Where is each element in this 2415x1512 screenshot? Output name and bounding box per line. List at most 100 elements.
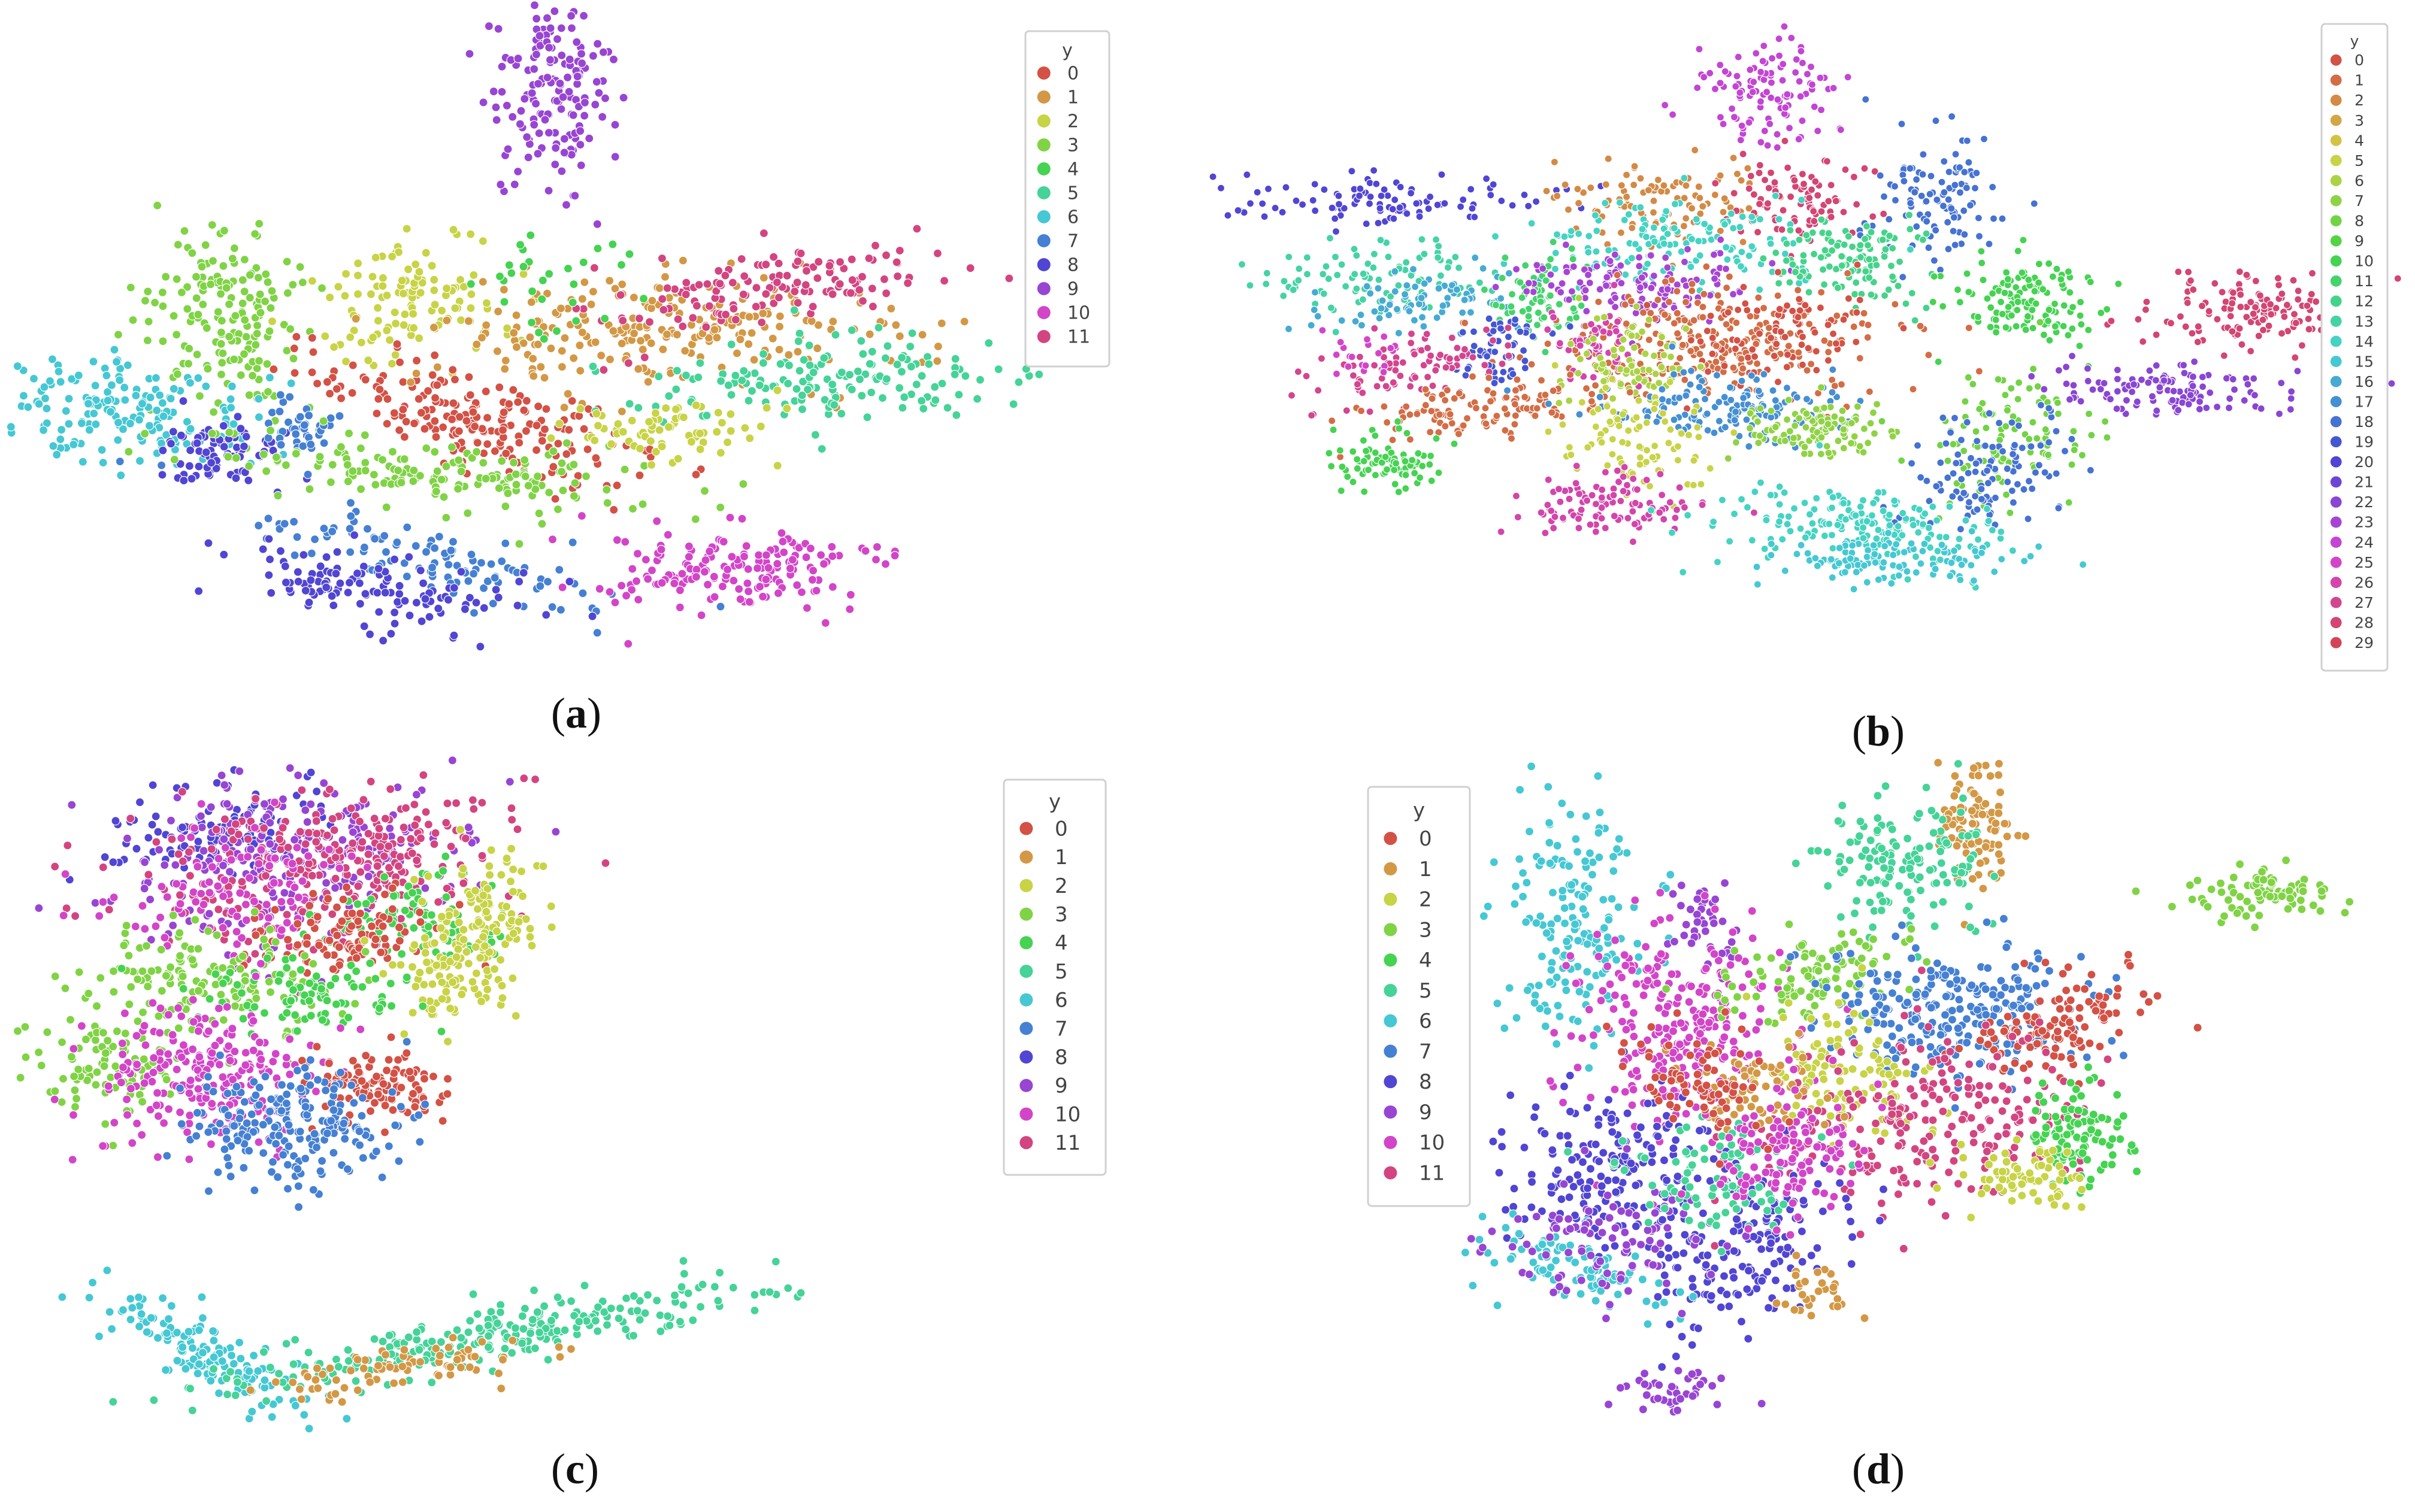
scatter-point-class-3 bbox=[273, 491, 283, 501]
scatter-point-class-18 bbox=[2052, 469, 2060, 478]
scatter-point-class-20 bbox=[1366, 193, 1375, 201]
scatter-point-class-14 bbox=[1643, 260, 1652, 268]
scatter-point-class-20 bbox=[1311, 180, 1319, 189]
scatter-point-class-14 bbox=[1551, 249, 1560, 257]
scatter-point-class-3 bbox=[343, 477, 353, 486]
scatter-point-class-10 bbox=[675, 602, 685, 612]
scatter-point-class-22 bbox=[2244, 380, 2252, 389]
scatter-point-class-18 bbox=[1932, 226, 1940, 235]
scatter-point-class-4 bbox=[568, 298, 578, 307]
scatter-point-class-14 bbox=[1906, 246, 1915, 254]
scatter-point-class-12 bbox=[1881, 245, 1890, 254]
scatter-point-class-0 bbox=[1767, 334, 1775, 342]
scatter-point-class-9 bbox=[573, 79, 582, 89]
scatter-point-class-2 bbox=[1733, 169, 1742, 178]
scatter-point-class-1 bbox=[710, 325, 719, 335]
scatter-point-class-2 bbox=[716, 448, 726, 457]
scatter-point-class-9 bbox=[544, 128, 554, 138]
scatter-point-class-20 bbox=[1407, 189, 1415, 198]
scatter-point-class-23 bbox=[1491, 283, 1500, 291]
scatter-point-class-6 bbox=[42, 404, 52, 413]
scatter-point-class-10 bbox=[788, 555, 797, 565]
scatter-point-class-10 bbox=[2068, 303, 2077, 311]
scatter-point-class-28 bbox=[2307, 290, 2316, 298]
scatter-point-class-0 bbox=[562, 449, 571, 459]
scatter-point-class-1 bbox=[774, 322, 785, 332]
scatter-point-class-23 bbox=[1524, 279, 1533, 287]
scatter-point-class-17 bbox=[1675, 393, 1684, 402]
scatter-point-class-5 bbox=[789, 305, 799, 315]
scatter-point-class-0 bbox=[389, 408, 399, 418]
scatter-point-class-0 bbox=[501, 449, 511, 458]
scatter-point-class-18 bbox=[1973, 437, 1981, 446]
scatter-point-class-6 bbox=[106, 407, 116, 417]
scatter-point-class-16 bbox=[1497, 294, 1505, 302]
scatter-point-class-20 bbox=[1362, 220, 1370, 228]
scatter-point-class-5 bbox=[1558, 420, 1567, 429]
scatter-point-class-28 bbox=[2166, 319, 2175, 328]
scatter-point-class-2 bbox=[593, 421, 603, 431]
scatter-point-class-3 bbox=[240, 254, 249, 265]
scatter-point-class-10 bbox=[2032, 299, 2040, 308]
scatter-point-class-1 bbox=[1427, 407, 1436, 416]
scatter-point-class-5 bbox=[794, 337, 803, 346]
scatter-point-class-1 bbox=[1588, 390, 1596, 398]
scatter-point-class-11 bbox=[740, 271, 749, 281]
scatter-point-class-12 bbox=[1817, 253, 1825, 262]
scatter-point-class-7 bbox=[547, 602, 557, 612]
legend-marker-1 bbox=[1037, 90, 1051, 104]
scatter-point-class-2 bbox=[368, 332, 378, 343]
scatter-point-class-8 bbox=[456, 567, 466, 577]
scatter-point-class-9 bbox=[593, 39, 603, 49]
scatter-point-class-0 bbox=[420, 424, 429, 434]
scatter-point-class-5 bbox=[1009, 399, 1018, 409]
scatter-point-class-2 bbox=[722, 437, 733, 447]
scatter-point-class-10 bbox=[2086, 278, 2095, 286]
scatter-point-class-8 bbox=[2053, 398, 2062, 407]
scatter-point-class-3 bbox=[244, 390, 254, 400]
scatter-point-class-28 bbox=[2298, 341, 2307, 350]
scatter-point-class-9 bbox=[564, 87, 574, 96]
scatter-point-class-3 bbox=[520, 471, 530, 481]
scatter-point-class-7 bbox=[1866, 419, 1875, 428]
scatter-point-class-14 bbox=[1700, 220, 1709, 228]
scatter-point-class-28 bbox=[2259, 316, 2267, 324]
scatter-point-class-14 bbox=[1604, 246, 1613, 254]
scatter-point-class-10 bbox=[777, 528, 786, 538]
scatter-point-class-14 bbox=[1696, 252, 1704, 260]
scatter-point-class-8 bbox=[331, 569, 341, 578]
scatter-point-class-18 bbox=[1956, 188, 1965, 197]
scatter-point-class-3 bbox=[173, 240, 183, 250]
scatter-point-class-3 bbox=[216, 328, 226, 337]
scatter-point-class-25 bbox=[1380, 332, 1388, 341]
scatter-point-class-1 bbox=[933, 341, 943, 352]
legend-label-1: 1 bbox=[1067, 87, 1079, 108]
scatter-point-class-0 bbox=[395, 357, 405, 367]
scatter-point-class-11 bbox=[1534, 308, 1543, 317]
scatter-point-class-28 bbox=[1779, 206, 1787, 214]
scatter-point-class-9 bbox=[579, 11, 589, 20]
scatter-point-class-12 bbox=[1838, 262, 1846, 270]
scatter-point-class-3 bbox=[569, 460, 579, 469]
scatter-point-class-10 bbox=[2053, 265, 2061, 273]
scatter-point-class-6 bbox=[134, 415, 144, 425]
scatter-point-class-2 bbox=[618, 427, 628, 437]
scatter-point-class-8 bbox=[491, 585, 501, 595]
scatter-point-class-13 bbox=[1358, 295, 1367, 304]
scatter-point-class-18 bbox=[1956, 525, 1965, 534]
scatter-point-class-24 bbox=[1759, 57, 1767, 65]
scatter-point-class-1 bbox=[1622, 320, 1630, 328]
scatter-point-class-13 bbox=[1402, 258, 1411, 266]
scatter-point-class-25 bbox=[1336, 338, 1345, 347]
scatter-point-class-0 bbox=[1755, 329, 1764, 338]
scatter-point-class-3 bbox=[481, 474, 491, 483]
scatter-point-class-18 bbox=[1985, 240, 1993, 248]
scatter-point-class-2 bbox=[590, 435, 600, 446]
scatter-point-class-9 bbox=[580, 111, 589, 120]
scatter-point-class-10 bbox=[1983, 295, 1992, 303]
scatter-point-class-6 bbox=[131, 390, 141, 401]
scatter-point-class-18 bbox=[1911, 188, 1919, 196]
scatter-point-class-19 bbox=[1566, 322, 1574, 331]
scatter-point-class-14 bbox=[1642, 233, 1651, 241]
scatter-point-class-0 bbox=[495, 383, 504, 392]
